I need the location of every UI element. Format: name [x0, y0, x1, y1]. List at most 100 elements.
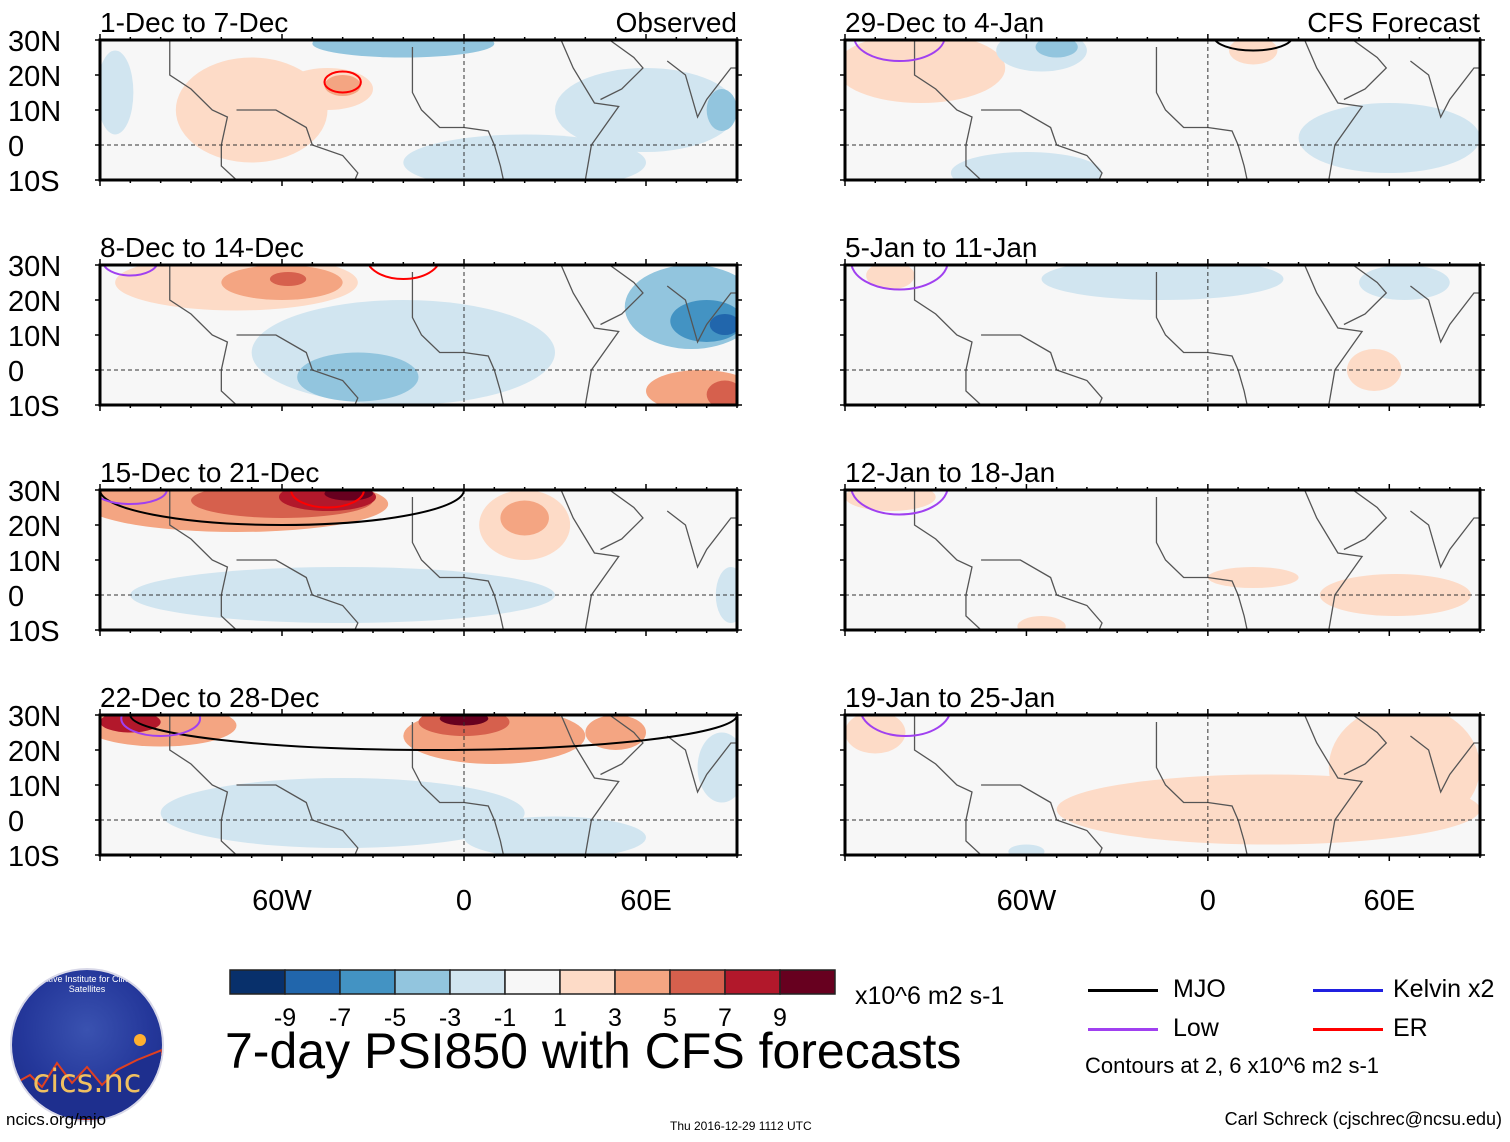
- colorbar-tick-label: 7: [718, 1004, 732, 1032]
- panel-type-label: CFS Forecast: [1307, 7, 1480, 38]
- anomaly-region: [709, 314, 737, 335]
- coastline: [411, 497, 505, 630]
- coastline: [913, 715, 982, 855]
- coastline: [1343, 265, 1388, 326]
- colorbar-swatch: [504, 969, 561, 995]
- coastline: [1410, 285, 1480, 344]
- panel-date-label: 15-Dec to 21-Dec: [100, 457, 319, 488]
- x-tick-label: 0: [456, 885, 472, 917]
- x-tick-label: 60E: [1363, 885, 1415, 917]
- anomaly-region: [845, 715, 906, 754]
- contour-mjo: [1213, 40, 1293, 52]
- x-tick-label: 60E: [620, 885, 672, 917]
- coastline: [411, 722, 505, 855]
- anomaly-region: [697, 732, 737, 803]
- panel-date-label: 29-Dec to 4-Jan: [845, 7, 1044, 38]
- y-tick-label: 0: [8, 131, 24, 163]
- panel-date-label: 1-Dec to 7-Dec: [100, 7, 288, 38]
- anomaly-region: [1319, 574, 1471, 616]
- cics-logo: Cooperative Institute for Climate and Sa…: [10, 968, 164, 1122]
- colorbar-swatch: [339, 969, 396, 995]
- map-panel-p5: 29-Dec to 4-Jan CFS Forecast: [840, 7, 1485, 186]
- anomaly-region: [464, 816, 646, 855]
- coastline: [1343, 40, 1388, 101]
- panel-shading: [845, 715, 1480, 855]
- coastline: [560, 40, 620, 180]
- coastline: [1343, 715, 1388, 776]
- mountain-icon: [12, 1048, 162, 1120]
- coastline: [1304, 715, 1364, 855]
- anomaly-region: [1328, 715, 1480, 831]
- contour-low: [853, 40, 946, 62]
- panel-shading: [100, 715, 737, 855]
- coastline: [913, 265, 982, 405]
- y-tick-label: 10N: [8, 771, 61, 803]
- y-tick-label: 0: [8, 806, 24, 838]
- x-tick-label: 0: [1200, 885, 1216, 917]
- website-link[interactable]: ncics.org/mjo: [6, 1110, 107, 1129]
- map-panel-p7: 12-Jan to 18-Jan: [840, 457, 1485, 636]
- anomaly-region: [160, 778, 525, 848]
- legend-kelvin-label: Kelvin x2: [1393, 975, 1495, 1003]
- y-tick-label: 30N: [8, 26, 61, 58]
- coastline: [169, 40, 237, 180]
- sun-icon: [134, 1034, 146, 1046]
- y-tick-label: 30N: [8, 701, 61, 733]
- coastline: [666, 510, 737, 569]
- coastline: [411, 272, 505, 405]
- coastline: [913, 40, 982, 180]
- y-tick-label: 20N: [8, 61, 61, 93]
- anomaly-region: [1207, 567, 1299, 588]
- units-label: x10^6 m2 s-1: [855, 982, 1005, 1010]
- panel-shading: [100, 490, 737, 630]
- panel-shading: [100, 265, 737, 405]
- colorbar-swatch: [614, 969, 671, 995]
- legend-kelvin-line: [1313, 989, 1383, 992]
- y-tick-label: 20N: [8, 736, 61, 768]
- colorbar-swatch: [559, 969, 616, 995]
- anomaly-region: [706, 380, 737, 405]
- y-tick-label: 10N: [8, 546, 61, 578]
- contours-note: Contours at 2, 6 x10^6 m2 s-1: [1085, 1053, 1380, 1078]
- logo-text: cics.nc: [32, 1062, 142, 1100]
- anomaly-region: [1017, 616, 1066, 630]
- coastline: [600, 715, 644, 776]
- panel-date-label: 22-Dec to 28-Dec: [100, 682, 319, 713]
- y-tick-label: 30N: [8, 476, 61, 508]
- coastline: [169, 265, 237, 405]
- colorbar-tick-label: -9: [274, 1004, 296, 1032]
- coastline: [1304, 265, 1364, 405]
- anomaly-region: [1102, 265, 1193, 286]
- contour-low: [102, 265, 158, 277]
- legend-er-label: ER: [1393, 1014, 1428, 1042]
- coastline: [1155, 497, 1248, 630]
- panel-shading: [845, 265, 1480, 405]
- anomaly-region: [866, 265, 915, 290]
- y-tick-label: 10S: [8, 616, 60, 648]
- panel-date-label: 5-Jan to 11-Jan: [845, 232, 1038, 263]
- colorbar-swatch: [669, 969, 726, 995]
- coastline: [666, 60, 737, 119]
- coastline: [1304, 490, 1364, 630]
- anomaly-region: [1008, 844, 1045, 855]
- y-tick-label: 10N: [8, 321, 61, 353]
- anomaly-region: [555, 68, 737, 152]
- panel-shading: [845, 40, 1480, 180]
- contour-low: [120, 715, 202, 737]
- contour-low: [850, 265, 949, 291]
- coastline: [1155, 722, 1248, 855]
- anomaly-region: [100, 715, 161, 733]
- y-tick-label: 10S: [8, 841, 60, 873]
- anomaly-region: [1359, 265, 1450, 300]
- map-panel-p8: 19-Jan to 25-Jan 60W 0 60E: [840, 682, 1485, 917]
- coastline: [1410, 60, 1480, 119]
- colorbar-swatch: [449, 969, 506, 995]
- colorbar-swatch: [779, 969, 836, 995]
- author-credit: Carl Schreck (cjschrec@ncsu.edu): [1224, 1109, 1502, 1129]
